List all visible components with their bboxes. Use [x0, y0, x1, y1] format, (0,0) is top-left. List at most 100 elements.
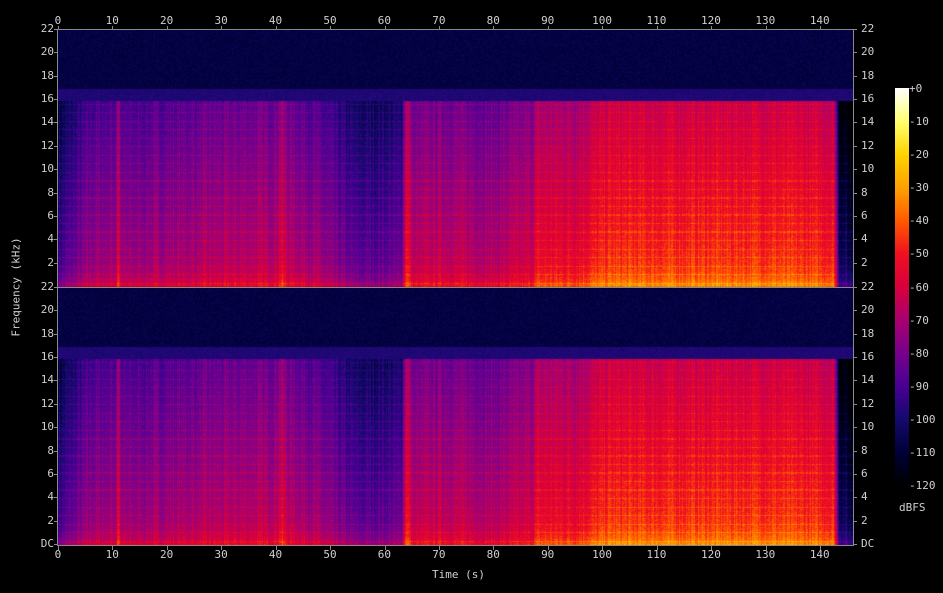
x-tick-label-top: 70	[432, 14, 446, 27]
y-tick-label-right: 22	[861, 280, 875, 293]
x-tick-label-top: 120	[700, 14, 721, 27]
colorbar-tick-label: -90	[909, 379, 929, 393]
y-tick-label-left: 4	[47, 232, 54, 246]
y-tick-mark	[54, 427, 58, 429]
colorbar-tick-label: +0	[909, 82, 923, 95]
x-tick-mark	[820, 546, 822, 550]
x-tick-label-bottom: 30	[214, 548, 228, 561]
spectrogram-heatmap	[58, 30, 853, 545]
x-tick-label-top: 140	[809, 14, 830, 27]
y-tick-label-right: 6	[861, 466, 868, 480]
y-tick-label-left: 14	[40, 115, 54, 129]
y-tick-mark	[853, 333, 857, 335]
colorbar-tick-label: -30	[909, 181, 929, 195]
x-tick-label-top: 10	[105, 14, 119, 27]
y-tick-label-left: 20	[40, 45, 54, 59]
y-tick-mark	[853, 215, 857, 217]
y-tick-mark	[54, 520, 58, 522]
x-tick-label-bottom: 130	[755, 548, 776, 561]
y-tick-label-right: 20	[861, 45, 875, 59]
y-tick-label-left: 10	[40, 420, 54, 434]
x-tick-mark	[439, 26, 440, 30]
x-tick-label-top: 100	[592, 14, 612, 27]
x-tick-mark	[384, 26, 386, 30]
colorbar-tick-label: -60	[909, 280, 929, 294]
x-tick-mark	[547, 546, 549, 550]
x-tick-label-bottom: 100	[592, 548, 612, 561]
x-tick-mark	[602, 546, 604, 550]
colorbar-tick-label: -40	[909, 214, 929, 228]
x-tick-label-bottom: 20	[160, 548, 174, 561]
y-tick-label-right: 4	[861, 490, 868, 504]
y-tick-label-right: 12	[861, 138, 875, 152]
y-tick-mark	[54, 239, 58, 241]
y-tick-label-right: 20	[861, 303, 875, 317]
y-tick-label-right: 18	[861, 68, 875, 82]
y-tick-mark	[54, 403, 58, 405]
x-tick-label-top: 80	[486, 14, 500, 27]
y-tick-mark	[54, 544, 58, 545]
y-tick-label-right: 16	[861, 350, 875, 364]
y-tick-label-left: 20	[40, 303, 54, 317]
y-tick-mark	[54, 497, 58, 499]
y-tick-label-left: 12	[40, 396, 54, 410]
y-tick-label-right: 10	[861, 420, 875, 434]
y-tick-mark	[853, 380, 857, 382]
y-tick-mark	[853, 544, 857, 545]
x-tick-mark	[602, 26, 604, 30]
y-tick-label-right: 22	[861, 22, 875, 35]
y-tick-label-right: DC	[861, 537, 875, 550]
x-tick-mark	[439, 546, 440, 550]
x-tick-mark	[711, 26, 713, 30]
x-tick-mark	[384, 546, 386, 550]
y-tick-label-right: 6	[861, 208, 868, 222]
x-tick-mark	[765, 546, 767, 550]
colorbar-tick-label: -50	[909, 247, 929, 261]
x-tick-label-bottom: 80	[486, 548, 500, 561]
x-tick-label-bottom: 0	[54, 548, 62, 561]
y-tick-mark	[54, 145, 58, 147]
x-tick-label-bottom: 110	[646, 548, 667, 561]
y-tick-label-left: DC	[40, 537, 54, 550]
y-tick-label-left: 18	[40, 68, 54, 82]
y-tick-mark	[54, 169, 58, 171]
y-tick-label-left: 22	[40, 22, 54, 35]
y-tick-mark	[54, 450, 58, 452]
y-tick-mark	[54, 357, 58, 359]
y-tick-label-right: 18	[861, 326, 875, 340]
colorbar	[895, 88, 909, 486]
x-tick-mark	[656, 546, 658, 550]
y-tick-label-right: 10	[861, 162, 875, 176]
x-tick-mark	[58, 546, 59, 550]
x-tick-label-bottom: 120	[700, 548, 721, 561]
y-tick-label-right: 8	[861, 185, 868, 199]
y-tick-mark	[853, 239, 857, 241]
x-tick-label-top: 90	[541, 14, 555, 27]
colorbar-tick-label: -70	[909, 313, 929, 327]
colorbar-tick-label: -120	[909, 479, 936, 492]
y-tick-label-left: 14	[40, 373, 54, 387]
y-tick-label-right: 2	[861, 255, 868, 269]
y-tick-label-left: 8	[47, 185, 54, 199]
x-tick-label-top: 50	[323, 14, 337, 27]
y-tick-mark	[853, 403, 857, 405]
y-tick-label-left: 18	[40, 326, 54, 340]
y-tick-label-left: 16	[40, 350, 54, 364]
x-tick-mark	[112, 26, 114, 30]
y-tick-mark	[54, 29, 58, 30]
x-tick-mark	[166, 546, 168, 550]
y-tick-mark	[853, 497, 857, 499]
y-tick-label-right: 14	[861, 115, 875, 129]
colorbar-tick-label: -100	[909, 412, 936, 426]
y-tick-label-left: 16	[40, 92, 54, 106]
y-tick-label-right: 4	[861, 232, 868, 246]
y-tick-mark	[54, 333, 58, 335]
x-tick-label-bottom: 140	[809, 548, 830, 561]
y-tick-mark	[54, 215, 58, 217]
x-tick-label-top: 60	[377, 14, 392, 27]
x-tick-mark	[656, 26, 658, 30]
y-tick-label-right: 8	[861, 443, 868, 457]
y-tick-label-left: 10	[40, 162, 54, 176]
y-tick-label-right: 14	[861, 373, 875, 387]
y-axis-title: Frequency (kHz)	[9, 237, 23, 337]
